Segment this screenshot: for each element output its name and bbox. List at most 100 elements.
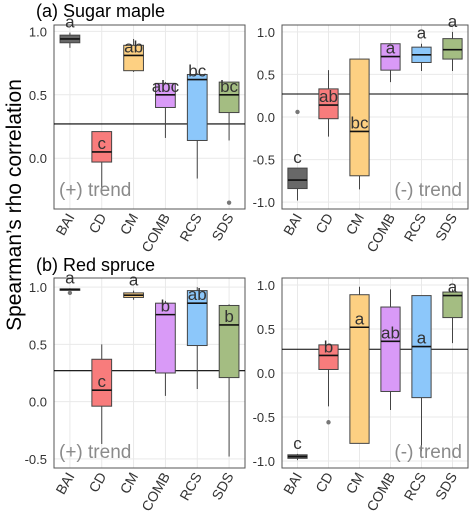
x-tick-label: RCS bbox=[400, 470, 429, 504]
significance-letter: ab bbox=[381, 323, 400, 342]
x-tick-label: COMB bbox=[138, 211, 173, 255]
box-body bbox=[218, 81, 240, 114]
x-tick-label: CD bbox=[312, 211, 336, 237]
x-tick-label: RCS bbox=[176, 470, 205, 504]
y-tick-label: -1.0 bbox=[253, 454, 275, 469]
box-body bbox=[218, 304, 240, 379]
box-comb: b bbox=[155, 297, 176, 396]
box-cm: bc bbox=[349, 58, 370, 190]
x-tick-label: CM bbox=[342, 211, 367, 238]
panel-title: (a) Sugar maple bbox=[36, 1, 165, 21]
box-rcs: bc bbox=[186, 62, 208, 179]
y-tick-label: 0.5 bbox=[257, 67, 275, 82]
box-comb: a bbox=[380, 39, 401, 83]
x-tick-label: SDS bbox=[432, 470, 460, 503]
significance-letter: a bbox=[448, 278, 458, 297]
box-body bbox=[287, 167, 308, 190]
significance-letter: b bbox=[224, 307, 233, 326]
significance-letter: c bbox=[293, 434, 302, 453]
significance-letter: ab bbox=[188, 285, 207, 304]
box-body bbox=[349, 294, 370, 444]
x-tick-label: SDS bbox=[208, 470, 236, 503]
x-tick-label: COMB bbox=[363, 211, 398, 255]
y-tick-label: -0.5 bbox=[253, 410, 275, 425]
box-sds: bc bbox=[218, 77, 240, 205]
panel-frame bbox=[281, 24, 469, 210]
box-body bbox=[318, 88, 339, 120]
box-sds: a bbox=[442, 12, 463, 71]
outlier-point bbox=[67, 290, 73, 296]
x-tick-label: BAI bbox=[52, 211, 77, 239]
y-tick-label: 0.5 bbox=[29, 337, 47, 352]
x-tick-label: COMB bbox=[138, 470, 173, 514]
box-rcs: ab bbox=[186, 285, 208, 390]
significance-letter: c bbox=[98, 372, 107, 391]
significance-letter: a bbox=[65, 268, 75, 287]
significance-letter: c bbox=[98, 134, 107, 153]
x-tick-label: RCS bbox=[400, 211, 429, 245]
x-tick-label: CD bbox=[85, 211, 109, 237]
outlier-point bbox=[326, 420, 331, 425]
significance-letter: ab bbox=[319, 87, 338, 106]
panel-title: (b) Red spruce bbox=[36, 255, 155, 275]
x-tick-label: SDS bbox=[208, 211, 236, 244]
y-tick-label: 0.5 bbox=[29, 88, 47, 103]
box-bai: a bbox=[59, 268, 81, 296]
outlier-point bbox=[295, 109, 300, 115]
box-body bbox=[186, 290, 208, 347]
x-tick-label: CM bbox=[342, 470, 367, 497]
panel-frame bbox=[53, 277, 246, 469]
trend-label: (-) trend bbox=[394, 442, 462, 463]
box-body bbox=[349, 58, 370, 177]
trend-label: (-) trend bbox=[394, 180, 462, 201]
box-cm: ab bbox=[123, 37, 144, 72]
y-tick-label: 0.0 bbox=[257, 110, 275, 125]
significance-letter: bc bbox=[188, 62, 206, 81]
x-tick-label: SDS bbox=[432, 211, 460, 244]
significance-letter: a bbox=[129, 271, 139, 290]
y-tick-label: 0.5 bbox=[257, 322, 275, 337]
significance-letter: a bbox=[65, 13, 75, 32]
box-cm: a bbox=[123, 271, 144, 300]
y-tick-label: -0.5 bbox=[25, 452, 47, 467]
y-tick-label: 1.0 bbox=[29, 24, 47, 39]
box-cd: b bbox=[318, 337, 339, 425]
x-tick-label: CD bbox=[312, 470, 336, 496]
box-bai: c bbox=[287, 109, 308, 201]
x-tick-label: CM bbox=[116, 211, 141, 238]
trend-label: (+) trend bbox=[59, 442, 131, 463]
x-tick-label: BAI bbox=[280, 470, 305, 498]
x-tick-label: RCS bbox=[176, 211, 205, 245]
x-tick-label: COMB bbox=[363, 470, 398, 514]
significance-letter: bc bbox=[351, 113, 369, 132]
box-cd: c bbox=[91, 344, 113, 444]
box-body bbox=[442, 291, 463, 319]
significance-letter: bc bbox=[220, 77, 238, 96]
box-bai: c bbox=[287, 434, 308, 461]
significance-letter: a bbox=[417, 329, 427, 348]
y-tick-label: -1.0 bbox=[253, 195, 275, 210]
panel-frame bbox=[53, 24, 246, 210]
box-sds: b bbox=[218, 304, 240, 457]
y-tick-label: 1.0 bbox=[257, 25, 275, 40]
box-bai: a bbox=[59, 13, 81, 48]
box-cd: c bbox=[91, 131, 113, 189]
box-body bbox=[155, 302, 176, 374]
box-cm: a bbox=[349, 286, 370, 444]
trend-label: (+) trend bbox=[59, 180, 131, 201]
y-tick-label: 0.0 bbox=[29, 395, 47, 410]
outlier-point bbox=[226, 200, 232, 205]
figure-y-axis-label: Spearman’s rho correlation bbox=[3, 79, 26, 331]
box-comb: abc bbox=[152, 77, 180, 138]
significance-letter: a bbox=[386, 39, 396, 58]
x-tick-label: CD bbox=[85, 470, 109, 496]
y-tick-label: 1.0 bbox=[257, 278, 275, 293]
significance-letter: a bbox=[448, 12, 458, 31]
box-rcs: a bbox=[411, 295, 432, 452]
box-body bbox=[91, 131, 113, 163]
significance-letter: abc bbox=[152, 77, 180, 96]
